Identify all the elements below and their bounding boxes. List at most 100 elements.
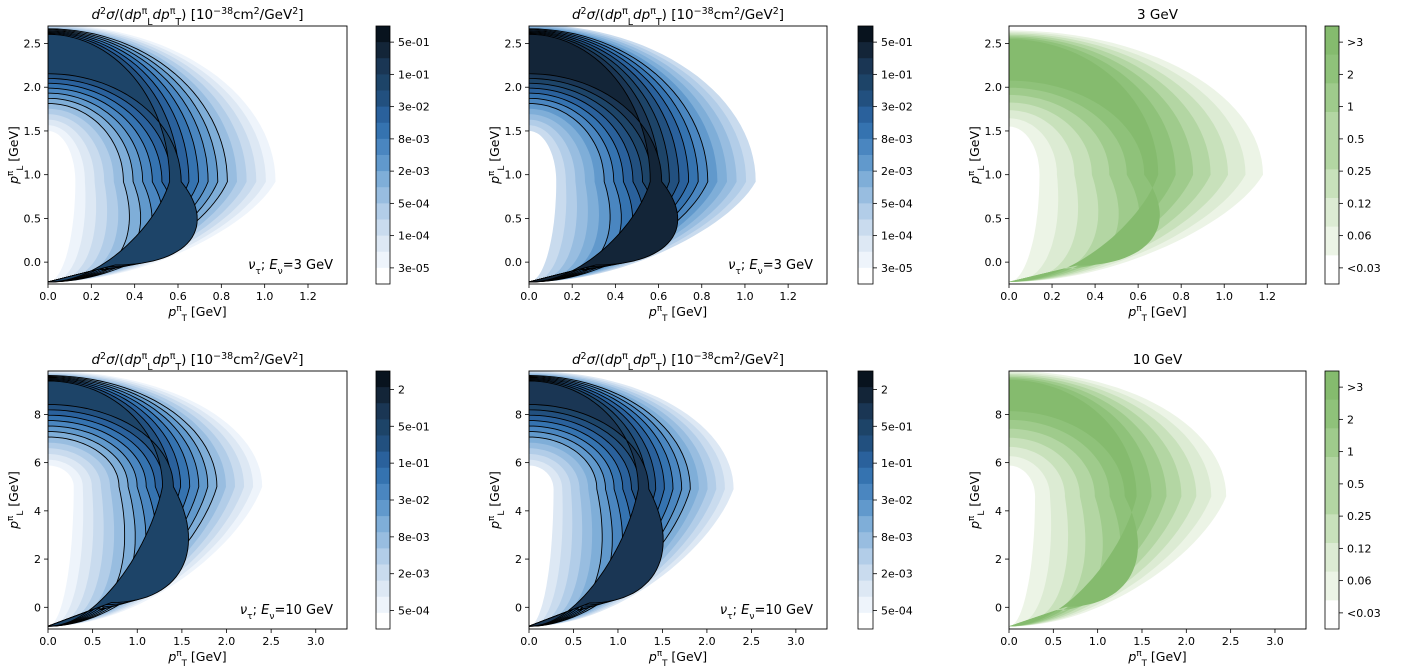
density-map (529, 26, 756, 283)
colorbar-tick-label: >3 (1347, 381, 1363, 394)
colorbar-tick-label: 5e-01 (398, 36, 430, 49)
colorbar-band (858, 564, 873, 582)
colorbar-band (858, 122, 873, 140)
colorbar-tick-label: 2e-03 (881, 568, 913, 581)
colorbar-band (1325, 457, 1339, 487)
y-tick-label: 0.0 (24, 256, 42, 269)
x-tick-label: 0.0 (1000, 635, 1018, 648)
colorbar-tick-label: 1 (1347, 446, 1354, 459)
x-tick-label: 3.0 (307, 635, 325, 648)
density-level-6 (1009, 379, 1138, 627)
colorbar-tick-label: 1 (1347, 101, 1354, 114)
x-tick-label: 0.8 (693, 290, 711, 303)
colorbar-tick-label: 5e-01 (881, 420, 913, 433)
y-tick-label: 0.5 (505, 212, 523, 225)
colorbar-tick-label: 0.12 (1347, 197, 1372, 210)
y-tick-label: 2 (34, 553, 41, 566)
colorbar-band (858, 187, 873, 204)
colorbar-band (376, 483, 390, 501)
colorbar-band (858, 235, 873, 253)
colorbar-band (376, 435, 390, 453)
x-tick-label: 3.0 (1266, 635, 1284, 648)
density-level-11 (529, 381, 664, 627)
x-tick-label: 0.0 (520, 635, 538, 648)
colorbar-band (1325, 112, 1339, 142)
colorbar-band (376, 58, 390, 75)
y-tick-label: 2.5 (985, 37, 1003, 50)
colorbar-band (376, 187, 390, 204)
colorbar-tick-label: 3e-02 (398, 101, 430, 114)
colorbar-band (376, 467, 390, 485)
colorbar-band (858, 548, 873, 565)
colorbar-frame (1324, 370, 1340, 630)
colorbar-tick-label: <0.03 (1347, 262, 1381, 275)
colorbar-band (376, 219, 390, 237)
colorbar-band (376, 122, 390, 140)
colorbar-band (858, 612, 873, 630)
colorbar-band (1325, 169, 1339, 199)
y-tick-label: 0 (34, 601, 41, 614)
x-tick-label: 1.0 (256, 290, 274, 303)
colorbar-band (858, 403, 873, 420)
colorbar-band (376, 251, 390, 269)
x-tick-label: 2.0 (1178, 635, 1196, 648)
panel-title: 10 GeV (1133, 352, 1183, 368)
colorbar-band (858, 483, 873, 501)
colorbar-tick-label: 2 (881, 383, 888, 396)
colorbar-band (858, 371, 873, 388)
colorbar-tick-label: 5e-04 (398, 605, 430, 618)
colorbar-tick-label: <0.03 (1347, 607, 1381, 620)
colorbar-tick-label: 8e-03 (881, 531, 913, 544)
x-tick-label: 0.6 (650, 290, 668, 303)
colorbar-tick-label: 5e-01 (881, 36, 913, 49)
colorbar-band (858, 203, 873, 220)
panel-title: d2σ/(dpπLdpπT) [10−38cm2/GeV2] (572, 351, 784, 373)
axes-frame (528, 370, 828, 630)
colorbar-band (376, 451, 390, 469)
y-tick-label: 2.5 (24, 37, 42, 50)
colorbar-band (376, 387, 390, 404)
y-tick-label: 4 (34, 505, 41, 518)
colorbar-tick-label: 3e-02 (881, 494, 913, 507)
colorbar: 5e-01 1e-01 3e-02 8e-03 2e-03 5e-04 1e-04 3e-05 (375, 25, 430, 285)
colorbar-tick-label: 3e-05 (398, 262, 430, 275)
colorbar-band (858, 155, 873, 172)
panel-p5: 0.0 0.5 1.0 1.5 2.0 2.5 3.0 0 2 4 6 8 pπT [GeV] pπL [… (487, 351, 913, 667)
panel-title: d2σ/(dpπLdpπT) [10−38cm2/GeV2] (91, 351, 303, 373)
colorbar: >3 2 1 0.5 0.25 0.12 0.06 <0.03 (1324, 25, 1381, 285)
colorbar-band (1325, 399, 1339, 429)
y-tick-label: 8 (995, 408, 1002, 421)
colorbar-band (858, 171, 873, 188)
colorbar-tick-label: 0.25 (1347, 165, 1372, 178)
x-tick-label: 1.2 (779, 290, 797, 303)
y-axis-label: pπL [GeV] (6, 126, 26, 185)
x-tick-label: 2.5 (1222, 635, 1240, 648)
colorbar-tick-label: 2 (1347, 68, 1354, 81)
y-tick-label: 6 (34, 457, 41, 470)
energy-annotation: ντ; Eν=3 GeV (728, 258, 813, 277)
x-tick-label: 0.2 (1043, 290, 1061, 303)
colorbar-band (376, 548, 390, 565)
colorbar-band (1325, 485, 1339, 515)
x-tick-label: 0.4 (1086, 290, 1104, 303)
colorbar-band (858, 42, 873, 59)
y-tick-label: 1.0 (24, 169, 42, 182)
y-tick-label: 8 (34, 408, 41, 421)
colorbar-band (376, 371, 390, 388)
colorbar-tick-label: 8e-03 (881, 133, 913, 146)
colorbar-band (858, 532, 873, 549)
colorbar-band (858, 500, 873, 517)
colorbar-tick-label: 3e-02 (881, 101, 913, 114)
y-tick-label: 2 (515, 553, 522, 566)
x-tick-label: 0.6 (169, 290, 187, 303)
colorbar-band (1325, 26, 1339, 56)
energy-annotation: ντ; Eν=3 GeV (248, 258, 333, 277)
x-tick-label: 1.5 (654, 635, 672, 648)
colorbar-tick-label: 2e-03 (881, 165, 913, 178)
colorbar-band (858, 467, 873, 485)
y-tick-label: 1.5 (24, 125, 42, 138)
colorbar-band (376, 612, 390, 630)
colorbar-band (858, 90, 873, 108)
panel-p4: 0.0 0.5 1.0 1.5 2.0 2.5 3.0 0 2 4 6 8 pπT [GeV] pπL [… (6, 351, 430, 667)
